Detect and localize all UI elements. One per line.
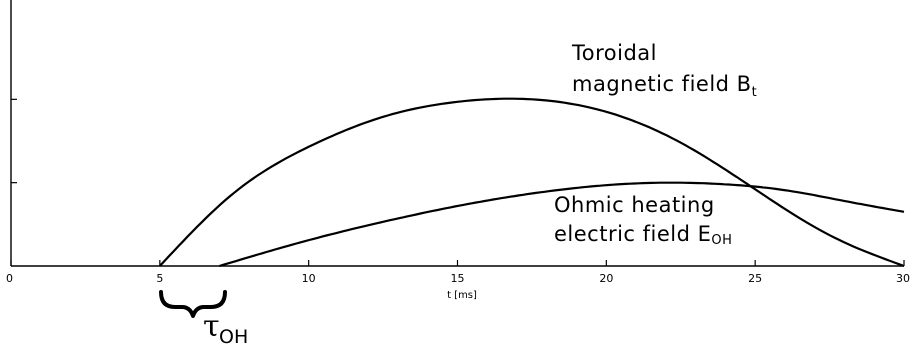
tau-subscript: OH — [219, 326, 248, 348]
tau-brace — [159, 290, 227, 318]
x-tick-label: 5 — [156, 272, 163, 285]
x-tick-label: 10 — [302, 272, 316, 285]
x-tick-label: 15 — [451, 272, 465, 285]
eoh-label-main: electric field E — [554, 222, 711, 246]
bt-label-line1: Toroidal — [571, 41, 657, 65]
ticks: 0 5 10 15 20 25 30 — [6, 98, 910, 285]
bt-label-main: magnetic field B — [572, 72, 752, 96]
tau-oh-annotation: τ OH — [159, 290, 248, 348]
bt-series-line — [158, 97, 905, 268]
curves — [158, 97, 905, 268]
bt-label-subscript: t — [752, 85, 758, 100]
x-tick-label: 25 — [748, 272, 762, 285]
x-tick-label: 20 — [599, 272, 613, 285]
bt-label-line2: magnetic field Bt — [572, 72, 757, 100]
eoh-label-line1: Ohmic heating — [554, 193, 715, 217]
eoh-label-subscript: OH — [711, 233, 732, 248]
x-axis-label: t [ms] — [447, 290, 477, 301]
eoh-series-line — [219, 181, 905, 268]
tau-symbol: τ — [203, 309, 220, 344]
axes — [10, 0, 904, 267]
eoh-label-line2: electric field EOH — [554, 222, 732, 248]
eoh-annotation: Ohmic heating electric field EOH — [554, 193, 732, 248]
x-tick-label: 0 — [6, 272, 13, 285]
x-tick-label: 30 — [896, 272, 910, 285]
bt-annotation: Toroidal magnetic field Bt — [571, 41, 757, 100]
